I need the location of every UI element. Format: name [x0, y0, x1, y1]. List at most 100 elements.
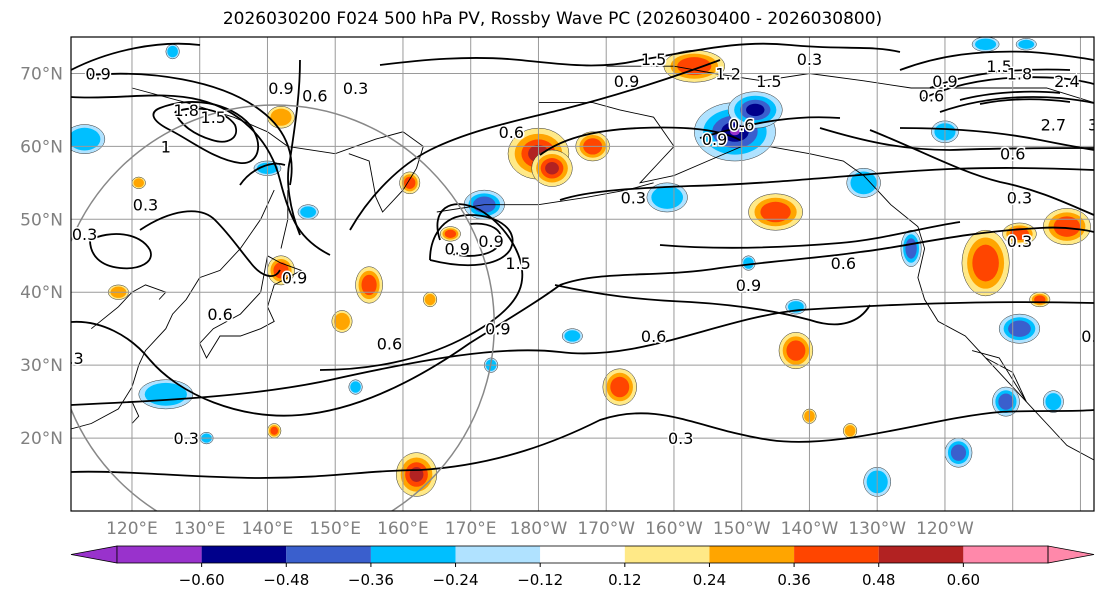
anomaly-shading	[743, 257, 754, 269]
pv-contour-line	[559, 226, 1094, 286]
colorbar-tick-label: 0.48	[862, 571, 895, 589]
pv-contour-line	[174, 107, 238, 143]
pv-contour-line	[939, 96, 1094, 113]
contour-label: 0.3	[72, 225, 97, 244]
contour-label: 1.5	[641, 50, 666, 69]
pv-contour-line	[71, 42, 201, 71]
pv-contour-line	[349, 59, 721, 231]
lat-lon-grid	[71, 37, 1094, 511]
contour-labels: 0.90.9 0.6 0.31.8 1.50.910.31.20.30.90.60.3…	[71, 48, 1105, 449]
anomaly-shading	[1045, 393, 1062, 411]
contour-label: 0.6	[207, 305, 232, 324]
longitude-label: 140°E	[242, 519, 294, 539]
anomaly-shading	[564, 330, 581, 342]
anomaly-shading	[167, 45, 178, 58]
coastline	[71, 189, 275, 430]
anomaly-shading	[905, 238, 917, 259]
longitude-label: 130°W	[848, 519, 906, 539]
anomaly-shading	[975, 38, 997, 50]
contour-label: 0.6	[1000, 145, 1025, 164]
longitude-label: 120°W	[916, 519, 974, 539]
contour-label: 0.6	[499, 123, 524, 142]
colorbar-tick-label: −0.12	[517, 571, 563, 589]
pv-contour-line	[71, 94, 331, 256]
coastline	[199, 255, 303, 359]
anomaly-shading	[361, 274, 377, 296]
anomaly-shading	[1008, 320, 1031, 337]
colorbar-box	[117, 546, 202, 563]
pv-contour-line	[71, 301, 1094, 406]
coastline	[91, 284, 167, 330]
colorbar-tick-label: −0.48	[263, 571, 309, 589]
anomaly-shading	[950, 444, 967, 461]
anomaly-shading	[677, 57, 712, 76]
colorbar-tick-label: 0.60	[947, 571, 980, 589]
reference-circle-outline	[71, 104, 495, 511]
contour-label: 0.6	[729, 116, 754, 135]
colorbar-box	[540, 546, 625, 563]
anomaly-shading	[1009, 227, 1029, 241]
pv-contour-line	[71, 284, 561, 417]
anomaly-shading	[424, 293, 436, 306]
latitude-label: 20°N	[20, 429, 63, 449]
anomaly-shading	[71, 127, 101, 151]
colorbar-tick-label: −0.60	[179, 571, 225, 589]
contour-label: 0.6	[1081, 327, 1105, 346]
contour-label: 3.0	[1088, 116, 1105, 135]
contour-label: 0.6	[831, 254, 856, 273]
longitude-label: 170°E	[445, 519, 497, 539]
pv-contour-line	[429, 214, 514, 267]
pv-contour-line	[152, 101, 259, 164]
pv-contour-line	[287, 59, 301, 236]
colorbar-box	[878, 546, 964, 563]
contour-label: 0.3	[797, 50, 822, 69]
anomaly-shading	[746, 103, 765, 117]
contour-label: 0.6	[302, 86, 327, 105]
map-border	[70, 36, 1095, 512]
anomaly-shading	[850, 171, 877, 195]
pv-contour-line	[71, 409, 1094, 479]
colorbar-box	[455, 546, 541, 563]
contour-label: 0.3	[668, 429, 693, 448]
contour-label: 1.5	[986, 57, 1011, 76]
contour-label: 0.9	[478, 232, 503, 251]
anomaly-shading	[270, 426, 279, 435]
colorbar-tick-label: 0.24	[693, 571, 726, 589]
anomaly-shading	[1053, 216, 1081, 237]
anomaly-shading	[404, 176, 416, 189]
anomaly-shading	[610, 376, 630, 398]
contour-label: 0.9	[85, 64, 110, 83]
colorbar-box	[201, 546, 287, 563]
contour-label: 0.6	[377, 334, 402, 353]
colorbar-extension-left	[70, 545, 118, 564]
anomaly-shading	[844, 425, 856, 437]
latitude-label: 70°N	[20, 64, 63, 84]
anomaly-shading	[972, 244, 999, 282]
longitude-label: 130°E	[174, 519, 226, 539]
contour-label: 0.9	[485, 320, 510, 339]
anomaly-shading	[730, 128, 740, 136]
contour-label: 0.9	[702, 130, 727, 149]
pv-contour-line	[379, 42, 901, 67]
longitude-label: 150°E	[309, 519, 361, 539]
latitude-axis: 70°N 60°N 50°N 40°N 30°N 20°N	[20, 64, 63, 449]
longitude-label: 150°W	[713, 519, 771, 539]
map-panel: 0.90.9 0.6 0.31.8 1.50.910.31.20.30.90.60.3…	[70, 36, 1105, 512]
pv-contour-line	[554, 284, 871, 326]
colorbar: −0.60 −0.48 −0.36 −0.24 −0.12 0.12 0.24 0.36 0.4…	[70, 545, 1095, 589]
longitude-label: 180°W	[510, 519, 568, 539]
contour-label: 2.7	[1041, 116, 1066, 135]
pv-contour-line	[89, 72, 293, 186]
contour-label: 1.8	[173, 101, 198, 120]
colorbar-box	[370, 546, 456, 563]
contour-label: 1.5	[505, 254, 530, 273]
contour-label: 0.3	[621, 188, 646, 207]
latitude-label: 40°N	[20, 283, 63, 303]
pv-contour-line	[239, 162, 286, 186]
contour-label: 0.9	[614, 72, 639, 91]
latitude-label: 60°N	[20, 137, 63, 157]
colorbar-outline	[116, 545, 1049, 564]
pv-contour-line	[899, 50, 1094, 71]
colorbar-extension-right	[1047, 545, 1095, 564]
